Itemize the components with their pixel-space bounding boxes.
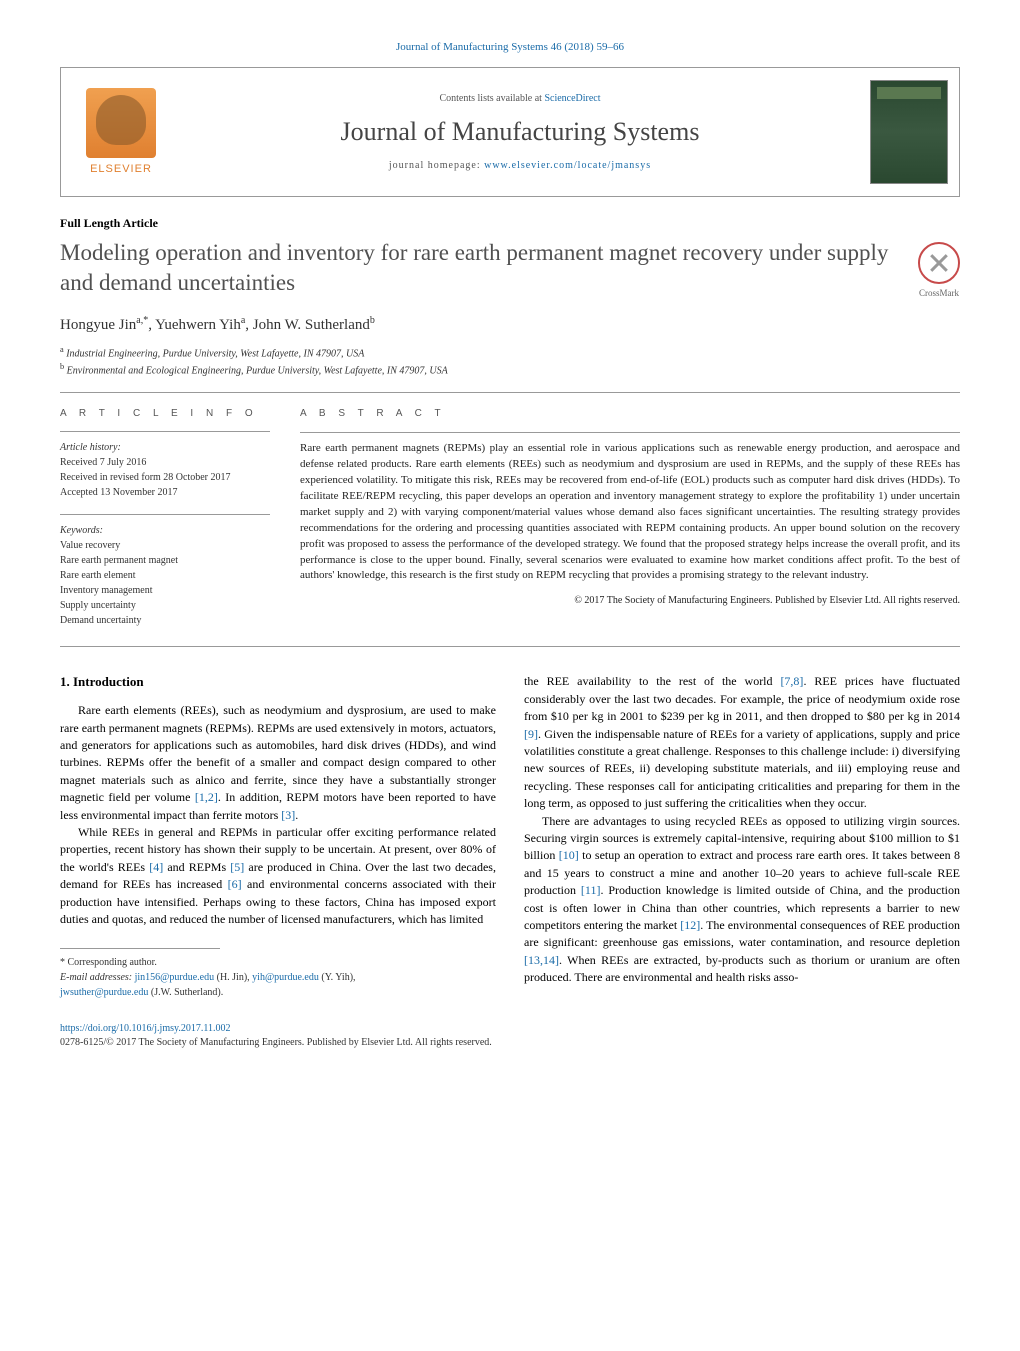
cite-6[interactable]: [6] bbox=[228, 877, 242, 891]
contents-prefix: Contents lists available at bbox=[439, 93, 544, 104]
affiliation-a: Industrial Engineering, Purdue Universit… bbox=[66, 348, 364, 359]
cite-9[interactable]: [9] bbox=[524, 727, 538, 741]
bottom-copyright: 0278-6125/© 2017 The Society of Manufact… bbox=[60, 1036, 960, 1050]
affiliations: a Industrial Engineering, Purdue Univers… bbox=[60, 344, 960, 379]
elsevier-tree-icon bbox=[86, 88, 156, 158]
journal-title: Journal of Manufacturing Systems bbox=[341, 114, 700, 150]
crossmark-icon bbox=[918, 242, 960, 284]
sciencedirect-link[interactable]: ScienceDirect bbox=[544, 93, 600, 104]
keyword-4: Supply uncertainty bbox=[60, 598, 270, 613]
header-box: ELSEVIER Contents lists available at Sci… bbox=[60, 67, 960, 197]
para-1: Rare earth elements (REEs), such as neod… bbox=[60, 702, 496, 824]
keyword-3: Inventory management bbox=[60, 583, 270, 598]
keyword-0: Value recovery bbox=[60, 538, 270, 553]
crossmark-badge[interactable]: CrossMark bbox=[918, 242, 960, 300]
author-1-sup: a,* bbox=[136, 315, 148, 326]
keywords-label: Keywords: bbox=[60, 523, 270, 538]
header-center: Contents lists available at ScienceDirec… bbox=[181, 68, 859, 196]
para-4: There are advantages to using recycled R… bbox=[524, 813, 960, 987]
author-2: Yuehwern Yih bbox=[155, 317, 241, 333]
doi-line: https://doi.org/10.1016/j.jmsy.2017.11.0… bbox=[60, 1022, 960, 1036]
article-title: Modeling operation and inventory for rar… bbox=[60, 238, 902, 297]
contents-line: Contents lists available at ScienceDirec… bbox=[439, 92, 600, 106]
abstract-text: Rare earth permanent magnets (REPMs) pla… bbox=[300, 441, 960, 584]
article-info: A R T I C L E I N F O Article history: R… bbox=[60, 407, 270, 628]
elsevier-label: ELSEVIER bbox=[90, 162, 152, 177]
cite-1-2[interactable]: [1,2] bbox=[195, 790, 218, 804]
article-type: Full Length Article bbox=[60, 215, 960, 232]
rule-abstract bbox=[300, 432, 960, 433]
rule-keywords bbox=[60, 514, 270, 515]
history-accepted: Accepted 13 November 2017 bbox=[60, 485, 270, 500]
cover-thumb-area bbox=[859, 68, 959, 196]
doi-link[interactable]: https://doi.org/10.1016/j.jmsy.2017.11.0… bbox=[60, 1023, 230, 1034]
abstract-label: A B S T R A C T bbox=[300, 407, 960, 422]
para-3: the REE availability to the rest of the … bbox=[524, 673, 960, 812]
footnotes: * Corresponding author. E-mail addresses… bbox=[60, 955, 496, 1000]
homepage-prefix: journal homepage: bbox=[389, 160, 484, 171]
body-text: 1. Introduction Rare earth elements (REE… bbox=[60, 673, 960, 1014]
cite-11[interactable]: [11] bbox=[581, 883, 601, 897]
history-label: Article history: bbox=[60, 440, 270, 455]
footnote-rule bbox=[60, 948, 220, 949]
author-1: Hongyue Jin bbox=[60, 317, 136, 333]
cite-5[interactable]: [5] bbox=[230, 860, 244, 874]
abstract-copyright: © 2017 The Society of Manufacturing Engi… bbox=[300, 594, 960, 609]
author-3-sup: b bbox=[370, 315, 375, 326]
cite-3[interactable]: [3] bbox=[281, 808, 295, 822]
email-label: E-mail addresses: bbox=[60, 972, 135, 983]
rule-body bbox=[60, 646, 960, 647]
cite-13-14[interactable]: [13,14] bbox=[524, 953, 559, 967]
author-2-sup: a bbox=[241, 315, 245, 326]
crossmark-label: CrossMark bbox=[919, 287, 959, 300]
authors: Hongyue Jina,*, Yuehwern Yiha, John W. S… bbox=[60, 314, 960, 336]
para-2: While REEs in general and REPMs in parti… bbox=[60, 824, 496, 928]
keyword-5: Demand uncertainty bbox=[60, 613, 270, 628]
publisher-logo-area: ELSEVIER bbox=[61, 68, 181, 196]
intro-heading: 1. Introduction bbox=[60, 673, 496, 692]
cite-7-8[interactable]: [7,8] bbox=[780, 674, 803, 688]
keyword-1: Rare earth permanent magnet bbox=[60, 553, 270, 568]
email-3[interactable]: jwsuther@purdue.edu bbox=[60, 987, 148, 998]
cite-12[interactable]: [12] bbox=[680, 918, 700, 932]
rule-info bbox=[60, 431, 270, 432]
cite-4[interactable]: [4] bbox=[149, 860, 163, 874]
abstract: A B S T R A C T Rare earth permanent mag… bbox=[300, 407, 960, 628]
article-info-label: A R T I C L E I N F O bbox=[60, 407, 270, 421]
history-received: Received 7 July 2016 bbox=[60, 455, 270, 470]
journal-cover-icon bbox=[870, 80, 948, 184]
rule-top bbox=[60, 392, 960, 393]
cite-10[interactable]: [10] bbox=[559, 848, 579, 862]
email-1[interactable]: jin156@purdue.edu bbox=[135, 972, 214, 983]
journal-reference: Journal of Manufacturing Systems 46 (201… bbox=[60, 40, 960, 55]
homepage-link[interactable]: www.elsevier.com/locate/jmansys bbox=[484, 160, 651, 171]
keyword-2: Rare earth element bbox=[60, 568, 270, 583]
affiliation-b: Environmental and Ecological Engineering… bbox=[67, 365, 448, 376]
author-3: John W. Sutherland bbox=[253, 317, 370, 333]
email-2[interactable]: yih@purdue.edu bbox=[252, 972, 319, 983]
journal-ref-link[interactable]: Journal of Manufacturing Systems 46 (201… bbox=[396, 41, 624, 53]
corresponding-author: * Corresponding author. bbox=[60, 955, 496, 970]
homepage-line: journal homepage: www.elsevier.com/locat… bbox=[389, 159, 651, 173]
history-revised: Received in revised form 28 October 2017 bbox=[60, 470, 270, 485]
